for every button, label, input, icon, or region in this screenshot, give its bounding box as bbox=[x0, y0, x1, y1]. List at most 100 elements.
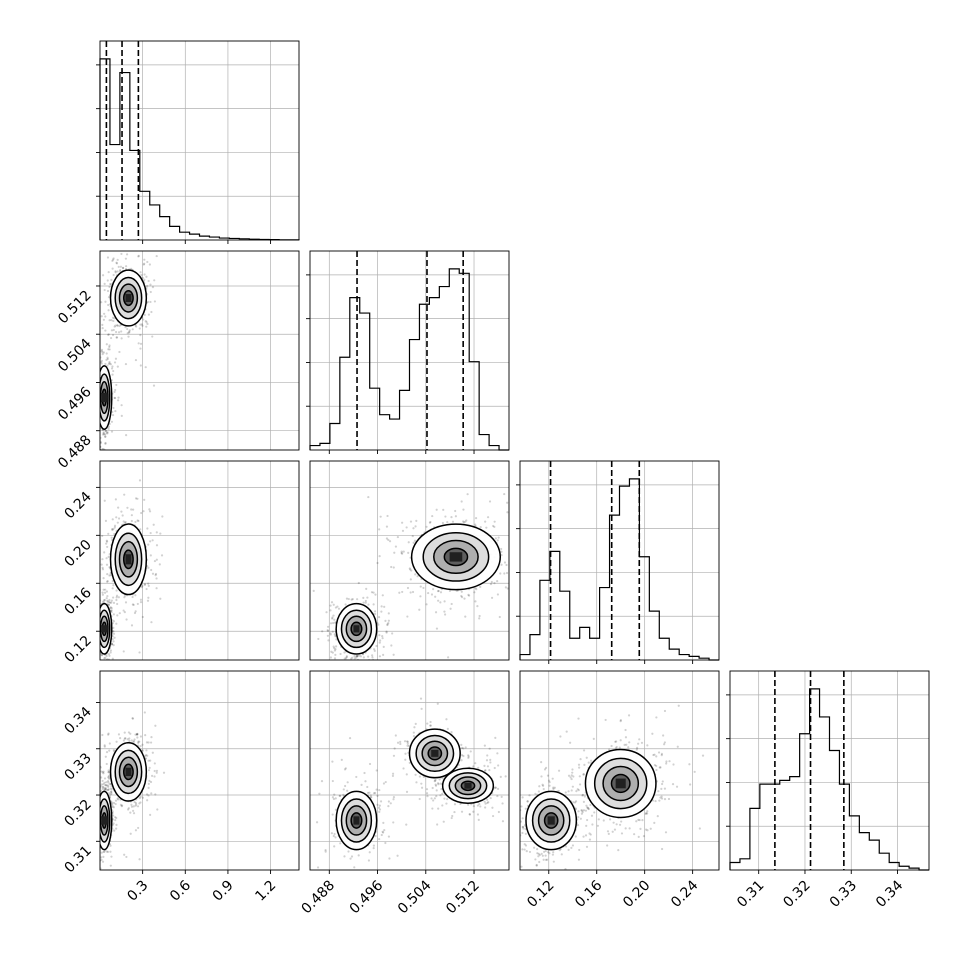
sample-point bbox=[93, 615, 95, 617]
sample-point bbox=[367, 495, 370, 499]
sample-point bbox=[429, 520, 432, 524]
sample-point bbox=[345, 597, 349, 600]
sample-point bbox=[385, 631, 388, 634]
sample-point bbox=[497, 764, 500, 767]
sample-point bbox=[84, 784, 86, 786]
sample-point bbox=[378, 555, 381, 558]
sample-point bbox=[97, 811, 99, 813]
sample-point bbox=[109, 782, 112, 786]
histogram-panel-1 bbox=[306, 250, 510, 454]
sample-point bbox=[135, 325, 138, 328]
sample-point bbox=[101, 566, 104, 569]
sample-point bbox=[446, 727, 449, 730]
sample-point bbox=[104, 666, 106, 668]
sample-point bbox=[367, 859, 371, 862]
sample-point bbox=[511, 547, 513, 549]
sample-point bbox=[422, 586, 425, 590]
sample-point bbox=[136, 497, 139, 500]
sample-point bbox=[97, 615, 99, 617]
sample-point bbox=[153, 300, 157, 303]
sample-point bbox=[488, 747, 491, 750]
sample-point bbox=[148, 510, 152, 513]
sample-point bbox=[404, 752, 407, 755]
scatter-panel-0-1 bbox=[94, 250, 300, 451]
sample-point bbox=[379, 800, 383, 803]
sample-point bbox=[367, 603, 370, 606]
sample-point bbox=[488, 500, 492, 503]
sample-point bbox=[394, 545, 398, 548]
sample-point bbox=[97, 640, 99, 642]
sample-point bbox=[112, 369, 115, 373]
sample-point bbox=[366, 596, 369, 599]
sample-point bbox=[511, 587, 513, 589]
sample-point bbox=[128, 737, 131, 740]
sample-point bbox=[324, 850, 327, 853]
scatter-panel-2-3 bbox=[519, 670, 720, 874]
sample-point bbox=[107, 788, 110, 791]
sample-point bbox=[131, 595, 134, 599]
sample-point bbox=[380, 833, 383, 837]
sample-point bbox=[94, 398, 96, 400]
sample-point bbox=[375, 676, 377, 678]
sample-point bbox=[121, 266, 125, 269]
sample-point bbox=[425, 792, 429, 795]
sample-point bbox=[96, 362, 98, 364]
density-core bbox=[101, 625, 108, 633]
sample-point bbox=[513, 543, 515, 545]
sample-point bbox=[356, 598, 359, 601]
sample-point bbox=[472, 805, 475, 808]
sample-point bbox=[94, 635, 96, 637]
sample-point bbox=[95, 340, 97, 342]
sample-point bbox=[353, 866, 356, 869]
sample-point bbox=[467, 754, 470, 757]
sample-point bbox=[90, 634, 92, 636]
sample-point bbox=[100, 653, 103, 657]
sample-point bbox=[401, 521, 404, 524]
sample-point bbox=[113, 524, 117, 527]
sample-point bbox=[120, 252, 123, 256]
sample-point bbox=[590, 814, 594, 817]
sample-point bbox=[420, 782, 423, 785]
sample-point bbox=[101, 860, 105, 863]
sample-point bbox=[100, 654, 104, 657]
sample-point bbox=[117, 331, 121, 334]
sample-point bbox=[130, 508, 133, 511]
sample-point bbox=[350, 663, 352, 665]
sample-point bbox=[130, 803, 133, 806]
sample-point bbox=[384, 619, 387, 622]
sample-point bbox=[402, 767, 405, 770]
sample-point bbox=[151, 539, 154, 542]
sample-point bbox=[111, 805, 114, 809]
sample-point bbox=[486, 765, 490, 768]
sample-point bbox=[370, 591, 374, 594]
sample-point bbox=[329, 622, 333, 625]
sample-point bbox=[109, 782, 112, 786]
sample-point bbox=[434, 611, 438, 614]
sample-point bbox=[98, 588, 100, 590]
sample-point bbox=[150, 736, 153, 739]
sample-point bbox=[109, 850, 112, 853]
sample-point bbox=[112, 806, 115, 809]
sample-point bbox=[139, 347, 142, 350]
sample-point bbox=[114, 388, 117, 392]
sample-point bbox=[109, 787, 112, 790]
sample-point bbox=[139, 801, 142, 804]
sample-point bbox=[102, 599, 106, 602]
sample-point bbox=[418, 775, 421, 778]
sample-point bbox=[123, 737, 126, 740]
sample-point bbox=[108, 749, 111, 752]
sample-point bbox=[96, 814, 98, 816]
sample-point bbox=[97, 627, 99, 629]
sample-point bbox=[414, 525, 417, 528]
sample-point bbox=[111, 518, 114, 521]
sample-point bbox=[339, 842, 342, 845]
sample-point bbox=[97, 302, 99, 304]
sample-point bbox=[155, 531, 158, 534]
sample-point bbox=[569, 776, 572, 779]
sample-point bbox=[326, 629, 329, 632]
sample-point bbox=[102, 431, 105, 434]
sample-point bbox=[516, 794, 518, 796]
sample-point bbox=[110, 792, 113, 795]
sample-point bbox=[119, 803, 122, 806]
panels-layer bbox=[84, 40, 930, 874]
